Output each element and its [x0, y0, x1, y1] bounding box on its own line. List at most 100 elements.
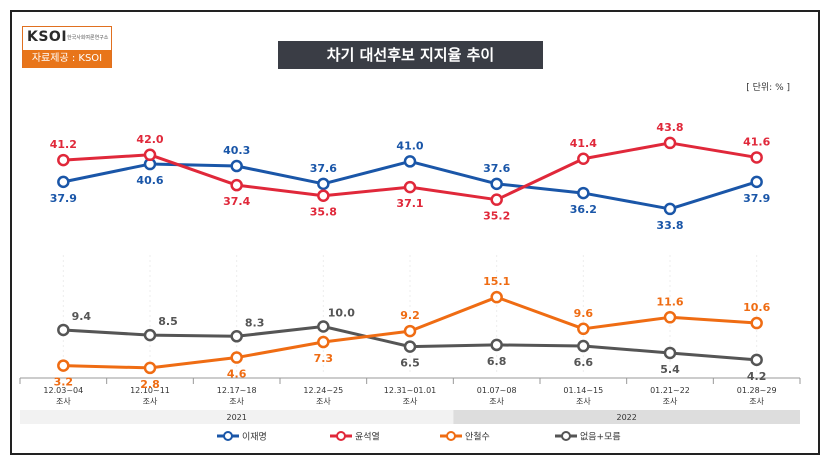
x-tick-label: 12.31~01.01 — [384, 386, 437, 395]
x-tick-sublabel: 조사 — [56, 397, 71, 406]
none-point — [230, 330, 243, 343]
yoon-point — [57, 153, 70, 167]
none-point — [57, 323, 70, 337]
yoon-point — [490, 193, 503, 206]
ahn-point — [663, 311, 677, 324]
ahn-point — [143, 361, 157, 375]
lee-data-label: 37.9 — [50, 192, 77, 205]
x-tick-label: 12.03~04 — [43, 386, 83, 395]
lee-data-label: 37.6 — [310, 162, 337, 175]
lee-legend-label: 이재명 — [242, 432, 267, 443]
x-tick-label: 01.28~29 — [737, 386, 777, 395]
lee-data-label: 36.2 — [570, 203, 597, 216]
yoon-point — [230, 178, 243, 192]
yoon-point — [577, 152, 590, 166]
lee-data-label: 41.0 — [396, 139, 423, 152]
year-label: 2021 — [226, 413, 246, 422]
none-data-label: 8.5 — [158, 315, 178, 328]
none-data-label: 8.3 — [245, 316, 265, 329]
x-tick-sublabel: 조사 — [749, 397, 764, 406]
lee-point — [317, 177, 330, 191]
data-source-label: 자료제공 : KSOI — [23, 50, 111, 68]
logo-subtitle: 한국사회여론연구소 — [67, 35, 109, 41]
yoon-data-label: 41.2 — [50, 138, 77, 151]
none-point — [750, 353, 763, 367]
ahn-point — [577, 322, 590, 336]
yoon-data-label: 35.2 — [483, 210, 510, 223]
yoon-data-label: 37.4 — [223, 195, 250, 208]
yoon-point — [403, 180, 417, 194]
ahn-data-label: 2.8 — [140, 378, 160, 391]
ksoi-logo: KSOI 한국사회여론연구소 자료제공 : KSOI — [22, 26, 112, 68]
none-data-label: 10.0 — [328, 307, 355, 320]
x-tick-label: 01.21~22 — [650, 386, 690, 395]
none-data-label: 9.4 — [72, 310, 92, 323]
none-data-label: 6.8 — [487, 355, 507, 368]
none-point — [143, 328, 157, 342]
yoon-legend-label: 윤석열 — [355, 432, 380, 443]
x-tick-sublabel: 조사 — [403, 397, 418, 406]
none-data-label: 6.5 — [400, 357, 420, 370]
yoon-data-label: 43.8 — [656, 121, 683, 134]
ahn-data-label: 4.6 — [227, 368, 247, 381]
ahn-legend-marker — [446, 431, 456, 441]
ahn-data-label: 9.6 — [574, 307, 594, 320]
x-tick-sublabel: 조사 — [576, 397, 591, 406]
yoon-data-label: 42.0 — [136, 133, 163, 146]
year-band — [20, 410, 454, 424]
x-tick-label: 12.10~11 — [130, 386, 170, 395]
none-data-label: 6.6 — [574, 356, 594, 369]
yoon-legend-marker — [336, 431, 346, 441]
ahn-point — [403, 324, 417, 338]
lee-point — [403, 155, 417, 168]
yoon-point — [750, 151, 763, 164]
lee-data-label: 33.8 — [656, 219, 683, 232]
lee-point — [577, 186, 590, 200]
ahn-data-label: 9.2 — [400, 309, 420, 322]
year-label: 2022 — [616, 413, 636, 422]
ahn-data-label: 15.1 — [483, 275, 510, 288]
none-point — [577, 339, 590, 353]
lee-data-label: 40.3 — [223, 144, 250, 157]
yoon-data-label: 41.6 — [743, 135, 770, 148]
x-tick-sublabel: 조사 — [143, 397, 158, 406]
chart-frame — [10, 10, 820, 455]
x-tick-sublabel: 조사 — [489, 397, 504, 406]
none-data-label: 5.4 — [660, 363, 680, 376]
yoon-data-label: 35.8 — [310, 206, 337, 219]
x-tick-label: 12.24~25 — [303, 386, 343, 395]
unit-label: [ 단위: % ] — [746, 83, 790, 93]
ahn-point — [57, 359, 70, 372]
x-tick-sublabel: 조사 — [663, 397, 678, 406]
none-point — [663, 346, 677, 360]
ahn-point — [230, 351, 243, 364]
yoon-data-label: 41.4 — [570, 137, 597, 150]
none-point — [490, 338, 503, 352]
lee-point — [750, 175, 763, 189]
yoon-point — [663, 136, 677, 150]
year-band — [453, 410, 800, 424]
yoon-point — [317, 189, 330, 202]
none-point — [317, 320, 330, 333]
lee-data-label: 37.9 — [743, 192, 770, 205]
ahn-point — [317, 335, 330, 349]
ahn-data-label: 10.6 — [743, 301, 770, 314]
ahn-legend-label: 안철수 — [465, 432, 490, 443]
ahn-data-label: 11.6 — [656, 295, 683, 308]
x-tick-sublabel: 조사 — [229, 397, 244, 406]
x-tick-label: 01.14~15 — [563, 386, 603, 395]
x-tick-label: 12.17~18 — [217, 386, 257, 395]
ahn-point — [750, 316, 763, 330]
ahn-data-label: 3.2 — [54, 376, 74, 389]
yoon-data-label: 37.1 — [396, 197, 423, 210]
lee-point — [57, 175, 70, 189]
none-data-label: 4.2 — [747, 370, 767, 383]
ahn-point — [490, 290, 503, 304]
logo-mark: KSOI — [27, 29, 68, 45]
x-tick-label: 01.07~08 — [477, 386, 517, 395]
lee-data-label: 40.6 — [136, 174, 163, 187]
lee-data-label: 37.6 — [483, 162, 510, 175]
none-legend-marker — [561, 431, 571, 441]
none-point — [403, 340, 417, 353]
